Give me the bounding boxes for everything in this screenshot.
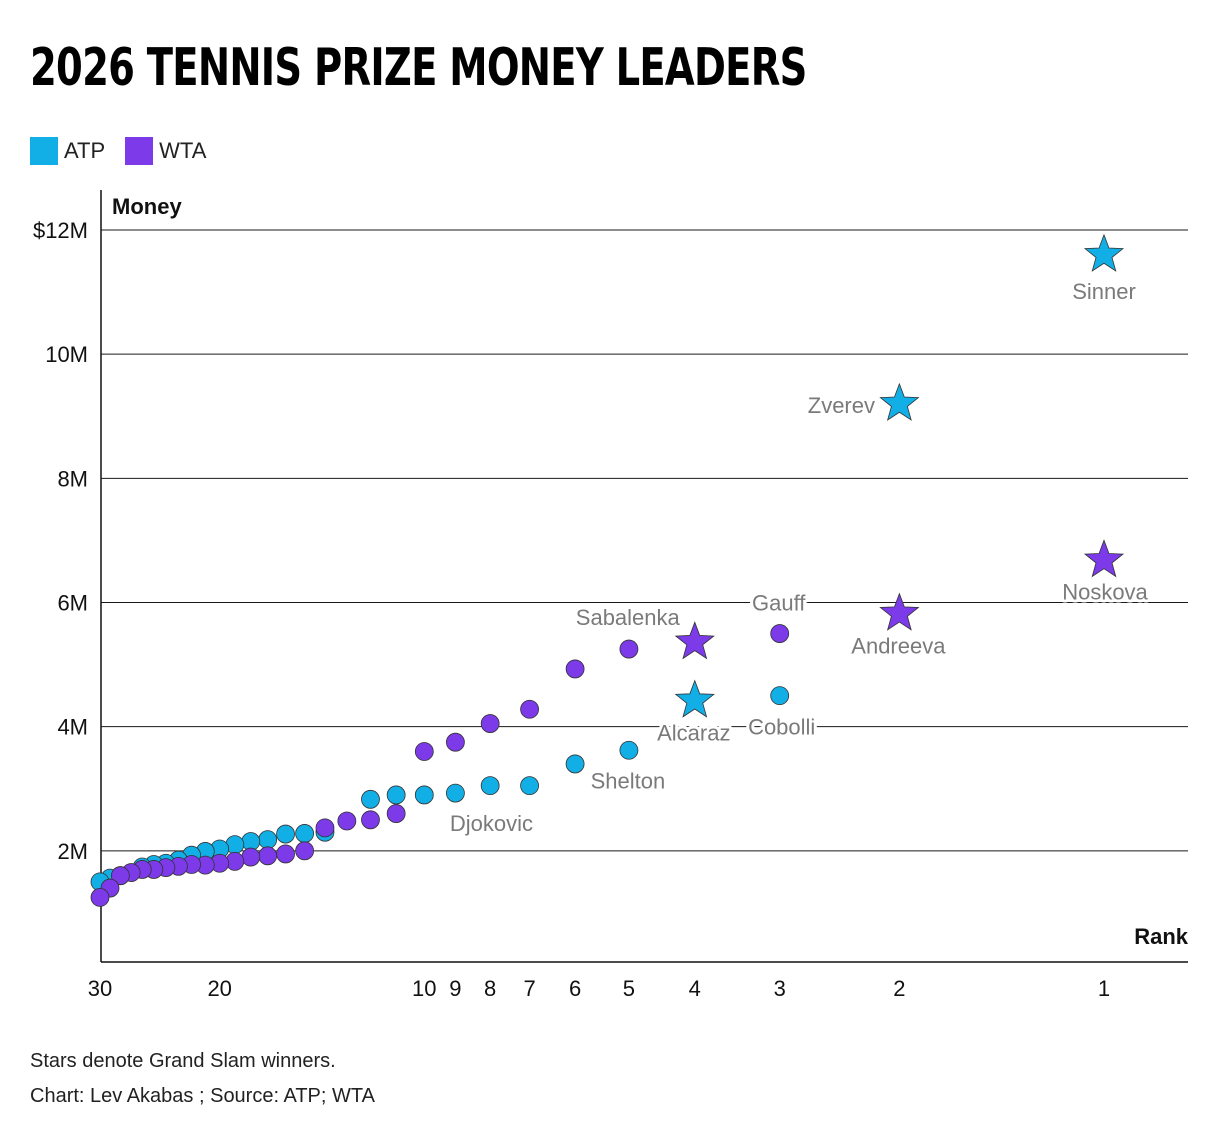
wta-point-rank-7	[520, 699, 539, 719]
atp-point-rank-8	[480, 776, 500, 796]
x-tick-label-10: 10	[412, 976, 436, 1001]
wta-point-rank-16	[276, 844, 295, 864]
point-label-andreeva: Andreeva	[851, 634, 946, 659]
legend-swatch-wta	[125, 137, 154, 165]
wta-point-rank-30	[90, 887, 110, 907]
atp-star-rank-4	[674, 679, 715, 718]
x-tick-label-1: 1	[1098, 976, 1110, 1001]
wta-point-rank-8	[480, 714, 500, 733]
wta-point-rank-18	[241, 847, 261, 867]
y-tick-label-4m: 4M	[57, 715, 88, 740]
wta-point-rank-11	[386, 804, 406, 823]
x-tick-label-6: 6	[569, 976, 581, 1001]
wta-point-rank-6	[565, 659, 585, 679]
x-tick-label-2: 2	[893, 976, 905, 1001]
legend-item-atp: ATP	[30, 137, 105, 165]
atp-point-rank-17	[258, 830, 278, 850]
wta-star-rank-4	[674, 621, 715, 660]
wta-star-rank-2	[879, 592, 920, 631]
x-tick-label-4: 4	[689, 976, 701, 1001]
stars-note: Stars denote Grand Slam winners.	[30, 1050, 336, 1072]
atp-point-rank-16	[276, 824, 295, 844]
y-tick-label-2m: 2M	[57, 839, 88, 864]
x-tick-label-30: 30	[88, 976, 112, 1001]
wta-point-rank-28	[110, 866, 130, 886]
wta-point-rank-15	[295, 841, 315, 861]
atp-point-rank-12	[361, 789, 380, 809]
point-label-alcaraz: Alcaraz	[657, 721, 730, 746]
chart-notes: Stars denote Grand Slam winners. Chart: …	[30, 1044, 375, 1114]
atp-star-rank-1	[1083, 233, 1125, 272]
wta-point-rank-17	[258, 846, 278, 866]
wta-point-rank-12	[361, 810, 380, 830]
x-tick-label-3: 3	[774, 976, 786, 1001]
atp-point-rank-9	[446, 783, 465, 803]
point-label-sabalenka: Sabalenka	[576, 605, 681, 630]
y-axis-title: Money	[112, 194, 182, 219]
x-tick-label-7: 7	[523, 976, 535, 1001]
point-label-gauff: Gauff	[752, 591, 806, 616]
x-tick-label-9: 9	[449, 976, 461, 1001]
x-tick-label-8: 8	[484, 976, 496, 1001]
point-label-shelton: Shelton	[591, 768, 666, 793]
y-tick-label-8m: 8M	[57, 466, 88, 491]
legend-label-wta: WTA	[159, 138, 207, 163]
wta-point-rank-13	[337, 811, 357, 831]
wta-point-rank-3	[770, 624, 790, 643]
legend: ATP WTA	[30, 137, 226, 165]
point-label-noskova: Noskova	[1062, 579, 1148, 604]
point-label-sinner: Sinner	[1072, 279, 1136, 304]
atp-point-rank-10	[414, 785, 434, 805]
atp-point-rank-3	[770, 686, 790, 706]
atp-point-rank-7	[520, 776, 539, 796]
wta-point-rank-5	[619, 639, 639, 659]
wta-point-rank-10	[414, 742, 434, 761]
atp-point-rank-5	[619, 740, 639, 760]
atp-point-rank-15	[295, 824, 315, 843]
point-label-cobolli: Cobolli	[748, 715, 815, 740]
y-tick-label-10m: 10M	[45, 342, 88, 367]
wta-point-rank-14	[315, 818, 335, 838]
y-tick-label-12m: $12M	[33, 218, 88, 243]
point-label-zverev: Zverev	[808, 393, 875, 418]
x-axis-title: Rank	[1134, 924, 1189, 949]
atp-star-rank-2	[879, 382, 920, 421]
point-label-djokovic: Djokovic	[450, 811, 533, 836]
x-tick-label-5: 5	[623, 976, 635, 1001]
atp-point-rank-6	[565, 754, 585, 774]
credit-note: Chart: Lev Akabas ; Source: ATP; WTA	[30, 1085, 375, 1107]
wta-point-rank-9	[446, 732, 465, 752]
x-tick-label-20: 20	[207, 976, 231, 1001]
legend-item-wta: WTA	[125, 137, 206, 165]
legend-swatch-atp	[30, 137, 58, 165]
wta-star-rank-1	[1083, 539, 1125, 578]
atp-point-rank-11	[386, 785, 406, 805]
legend-label-atp: ATP	[64, 138, 106, 163]
y-tick-label-6m: 6M	[57, 591, 88, 616]
chart-title: 2026 TENNIS PRIZE MONEY LEADERS	[30, 38, 807, 98]
